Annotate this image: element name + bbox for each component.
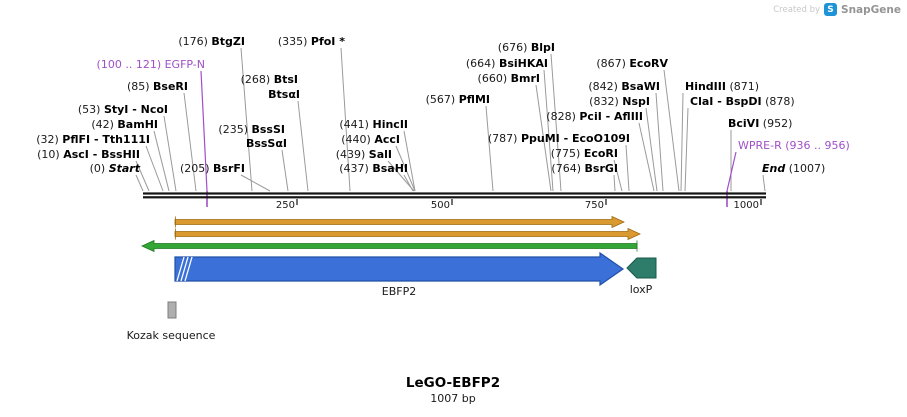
site-label-pfoi[interactable]: (335) PfoI * xyxy=(277,35,345,48)
site-label-ecorv[interactable]: (867) EcoRV xyxy=(596,57,668,70)
site-label-bsrfi[interactable]: (205) BsrFI xyxy=(179,162,245,175)
primer-label-egfp-n[interactable]: (100 .. 121) EGFP-N xyxy=(96,58,205,71)
site-label-bmri[interactable]: (660) BmrI xyxy=(477,72,540,85)
kozak-feature-label: Kozak sequence xyxy=(126,329,216,342)
watermark-text: Created by xyxy=(773,4,821,15)
scale-label-250: 250 xyxy=(275,200,295,211)
site-label-acci[interactable]: (440) AccI xyxy=(341,133,400,146)
kozak-feature-box[interactable] xyxy=(167,301,177,319)
site-label-hindiii[interactable]: HindIII (871) xyxy=(685,80,760,93)
site-label-ecori[interactable]: (775) EcoRI xyxy=(550,147,618,160)
plasmid-length: 1007 bp xyxy=(430,392,476,405)
site-label-bsssai[interactable]: BssSαI xyxy=(245,137,287,150)
site-label-btgzi[interactable]: (176) BtgZI xyxy=(178,35,245,48)
site-label-bsssi[interactable]: (235) BssSI xyxy=(218,123,285,136)
site-label-hincii[interactable]: (441) HincII xyxy=(339,118,408,131)
leader-lines xyxy=(135,47,766,192)
site-label-btsi[interactable]: (268) BtsI xyxy=(240,73,298,86)
orf-arrow-forward-2[interactable] xyxy=(174,227,641,241)
site-label-bseri[interactable]: (85) BseRI xyxy=(126,80,188,93)
scale-ticks xyxy=(296,199,762,205)
site-label-pcii-afliii[interactable]: (828) PciI - AflIII xyxy=(546,110,643,123)
site-label-nspi[interactable]: (832) NspI xyxy=(589,95,650,108)
orf-arrow-reverse[interactable] xyxy=(141,239,638,253)
map-start-label: (0) Start xyxy=(89,162,140,175)
site-label-bsawi[interactable]: (842) BsaWI xyxy=(588,80,660,93)
site-label-bamhi[interactable]: (42) BamHI xyxy=(91,118,158,131)
site-label-bcivi[interactable]: BciVI (952) xyxy=(728,117,793,130)
site-label-bsahi[interactable]: (437) BsaHI xyxy=(339,162,408,175)
loxp-feature-label: loxP xyxy=(629,283,653,296)
site-label-bsihkai[interactable]: (664) BsiHKAI xyxy=(465,57,548,70)
scale-label-1000: 1000 xyxy=(733,200,759,211)
map-end-label: End (1007) xyxy=(762,162,826,175)
ebfp2-feature-label: EBFP2 xyxy=(381,285,417,298)
orf-arrow-forward-1[interactable] xyxy=(174,215,625,229)
site-label-bsrgi[interactable]: (764) BsrGI xyxy=(551,162,618,175)
site-label-clai-bspdi[interactable]: ClaI - BspDI (878) xyxy=(690,95,795,108)
site-label-ppumi-ecoo109i[interactable]: (787) PpuMI - EcoO109I xyxy=(487,132,630,145)
scale-label-750: 750 xyxy=(584,200,604,211)
site-label-pflfi-tth111i[interactable]: (32) PflFI - Tth111I xyxy=(36,133,150,146)
sequence-line xyxy=(143,192,766,199)
truncation-hatch xyxy=(176,256,193,282)
scale-label-500: 500 xyxy=(430,200,450,211)
site-label-styi-ncoi[interactable]: (53) StyI - NcoI xyxy=(77,103,168,116)
site-label-blpi[interactable]: (676) BlpI xyxy=(497,41,555,54)
plasmid-title: LeGO-EBFP2 xyxy=(405,375,501,391)
snapgene-logo-icon: S xyxy=(824,3,838,16)
watermark: Created by S SnapGene xyxy=(773,3,901,16)
site-label-asci-bsshii[interactable]: (10) AscI - BssHII xyxy=(37,148,140,161)
site-label-pflmi[interactable]: (567) PflMI xyxy=(425,93,490,106)
snapgene-brand: SnapGene xyxy=(841,3,901,16)
site-label-btsai[interactable]: BtsαI xyxy=(268,88,300,101)
loxp-feature-arrow[interactable] xyxy=(626,257,657,279)
ebfp2-feature-arrow[interactable] xyxy=(174,251,625,287)
site-label-sali[interactable]: (439) SalI xyxy=(335,148,392,161)
primer-label-wpre-r[interactable]: WPRE-R (936 .. 956) xyxy=(738,139,850,152)
